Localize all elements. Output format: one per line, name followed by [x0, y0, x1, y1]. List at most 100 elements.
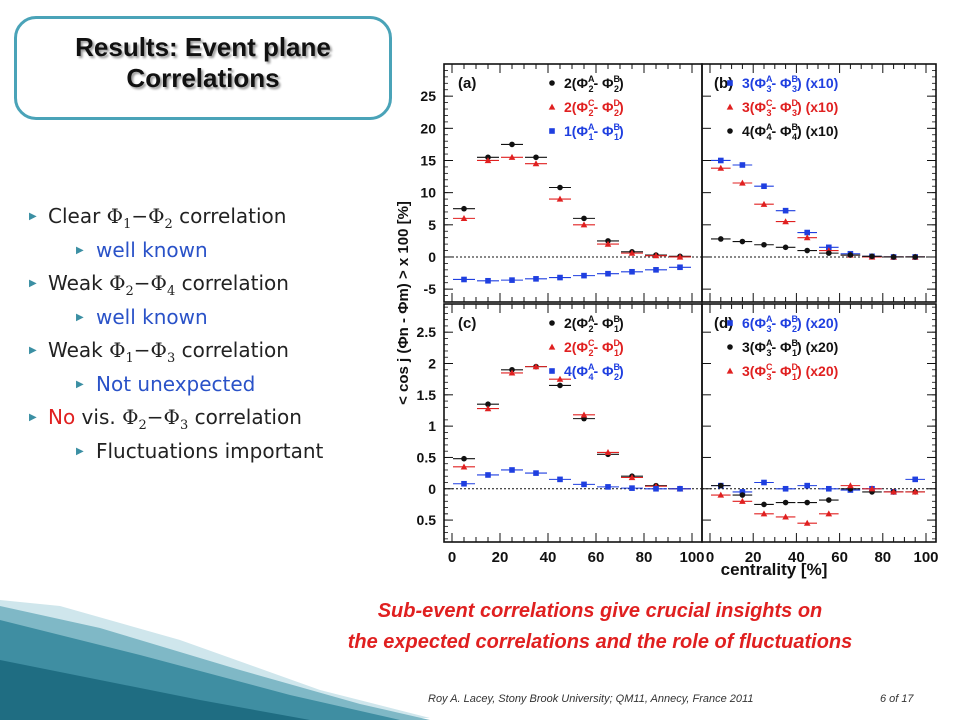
data-point	[533, 470, 539, 476]
data-point	[804, 229, 810, 236]
bullet-prefix: vis.	[75, 405, 123, 429]
data-point	[460, 463, 468, 470]
data-point	[628, 249, 636, 256]
data-point	[912, 476, 918, 483]
data-point	[485, 277, 491, 284]
data-point	[847, 252, 854, 258]
legend-label: 4(ΦA 4- ΦB 4) (x10)	[742, 122, 838, 142]
phi-correlation-symbol: Φ2−Φ3	[122, 405, 189, 433]
data-point	[461, 205, 467, 212]
bullet-lead-word: No	[48, 405, 76, 429]
panel-label: (a)	[458, 75, 476, 92]
x-tick-label: 60	[831, 549, 848, 566]
y-axis-title: < cos j (Φn - Φm) > x 100 [%]	[395, 201, 412, 405]
bullet-suffix: correlation	[175, 271, 289, 295]
legend-marker	[549, 80, 555, 86]
bullet-item: ▶ Weak Φ1−Φ3 correlation	[28, 334, 400, 368]
bullet-prefix: Clear	[48, 204, 107, 228]
data-point	[508, 153, 516, 160]
bullet-arrow-icon: ▶	[29, 345, 37, 356]
y-tick-label: -5	[424, 281, 437, 297]
legend-marker	[548, 103, 556, 110]
sub-bullet-text: Fluctuations important	[96, 438, 324, 463]
data-point	[557, 274, 563, 281]
decorative-swoosh	[0, 600, 430, 720]
x-tick-label: 0	[448, 549, 456, 566]
data-point	[739, 179, 746, 186]
data-point	[717, 491, 725, 498]
data-point	[605, 484, 611, 490]
x-tick-label: 100	[679, 549, 704, 566]
data-point	[718, 236, 724, 242]
data-point	[581, 481, 587, 488]
data-point	[556, 375, 564, 382]
y-tick-label: 0	[428, 249, 436, 265]
slide-title-box: Results: Event plane Correlations	[14, 16, 392, 120]
bullet-prefix: Weak	[48, 338, 110, 362]
legend-label: 2(ΦA 2- ΦB 1)	[564, 314, 624, 334]
data-point	[652, 252, 660, 259]
bullet-arrow-icon: ▶	[76, 445, 84, 457]
y-tick-label: 1	[428, 418, 436, 434]
bullet-prefix: Weak	[48, 271, 110, 295]
legend-marker	[726, 103, 734, 110]
data-point	[826, 485, 832, 492]
data-point	[761, 501, 767, 508]
data-point	[557, 382, 563, 389]
data-point	[581, 215, 587, 222]
sub-bullet-text: well known	[96, 237, 208, 262]
data-point	[557, 476, 563, 483]
data-point	[653, 267, 659, 273]
data-point	[782, 207, 789, 214]
bullet-arrow-icon: ▶	[29, 278, 37, 289]
data-point	[890, 488, 897, 495]
legend-marker	[726, 367, 734, 374]
data-point	[718, 157, 724, 164]
page-number: 6 of 17	[880, 693, 917, 705]
data-point	[485, 472, 491, 478]
y-tick-label: 0.5	[417, 449, 437, 465]
x-tick-label: 40	[788, 549, 805, 566]
data-point	[760, 200, 768, 207]
data-point	[739, 492, 746, 498]
sub-bullet-item: ▶ well known	[28, 301, 400, 335]
page-current: 6	[880, 693, 887, 705]
legend-label: 2(ΦA 2- ΦB 2)	[564, 74, 624, 94]
sub-bullet-text: well known	[96, 304, 208, 329]
legend-label: 2(ΦC 2- ΦD 1)	[564, 338, 624, 358]
legend-marker	[549, 368, 555, 374]
x-tick-label: 60	[588, 549, 605, 566]
data-point	[676, 253, 684, 260]
legend-label: 2(ΦC 2- ΦD 2)	[564, 98, 624, 118]
data-point	[761, 241, 767, 248]
y-tick-label: 2.5	[417, 324, 437, 340]
data-point	[461, 455, 467, 462]
phi-index-b: 2	[164, 217, 173, 232]
y-tick-label: 0.5	[417, 512, 437, 528]
data-point	[847, 482, 854, 489]
x-tick-label: 20	[745, 549, 762, 566]
page-of-label: of	[889, 693, 899, 705]
legend-marker	[727, 344, 733, 350]
x-axis-title: centrality [%]	[721, 560, 828, 579]
y-tick-label: 15	[420, 152, 436, 168]
data-point	[782, 499, 789, 506]
panel-label: (b)	[714, 75, 733, 92]
sub-bullet-text: Not unexpected	[96, 371, 256, 396]
legend-label: 4(ΦA 4- ΦB 2)	[564, 362, 624, 382]
phi-index-b: 4	[166, 284, 176, 299]
data-point	[484, 405, 492, 412]
data-point	[826, 497, 832, 503]
data-point	[739, 162, 746, 168]
data-point	[803, 519, 811, 526]
bullet-arrow-icon: ▶	[76, 378, 84, 390]
bullet-item: ▶ Clear Φ1−Φ2 correlation	[28, 200, 400, 234]
y-tick-label: 10	[420, 185, 436, 201]
data-point	[868, 485, 876, 492]
legend-marker	[727, 80, 733, 86]
phi-correlation-symbol: Φ1−Φ2	[106, 204, 173, 232]
x-tick-label: 20	[492, 549, 509, 566]
data-point	[509, 277, 515, 283]
data-point	[803, 234, 811, 241]
x-tick-label: 0	[706, 549, 714, 566]
